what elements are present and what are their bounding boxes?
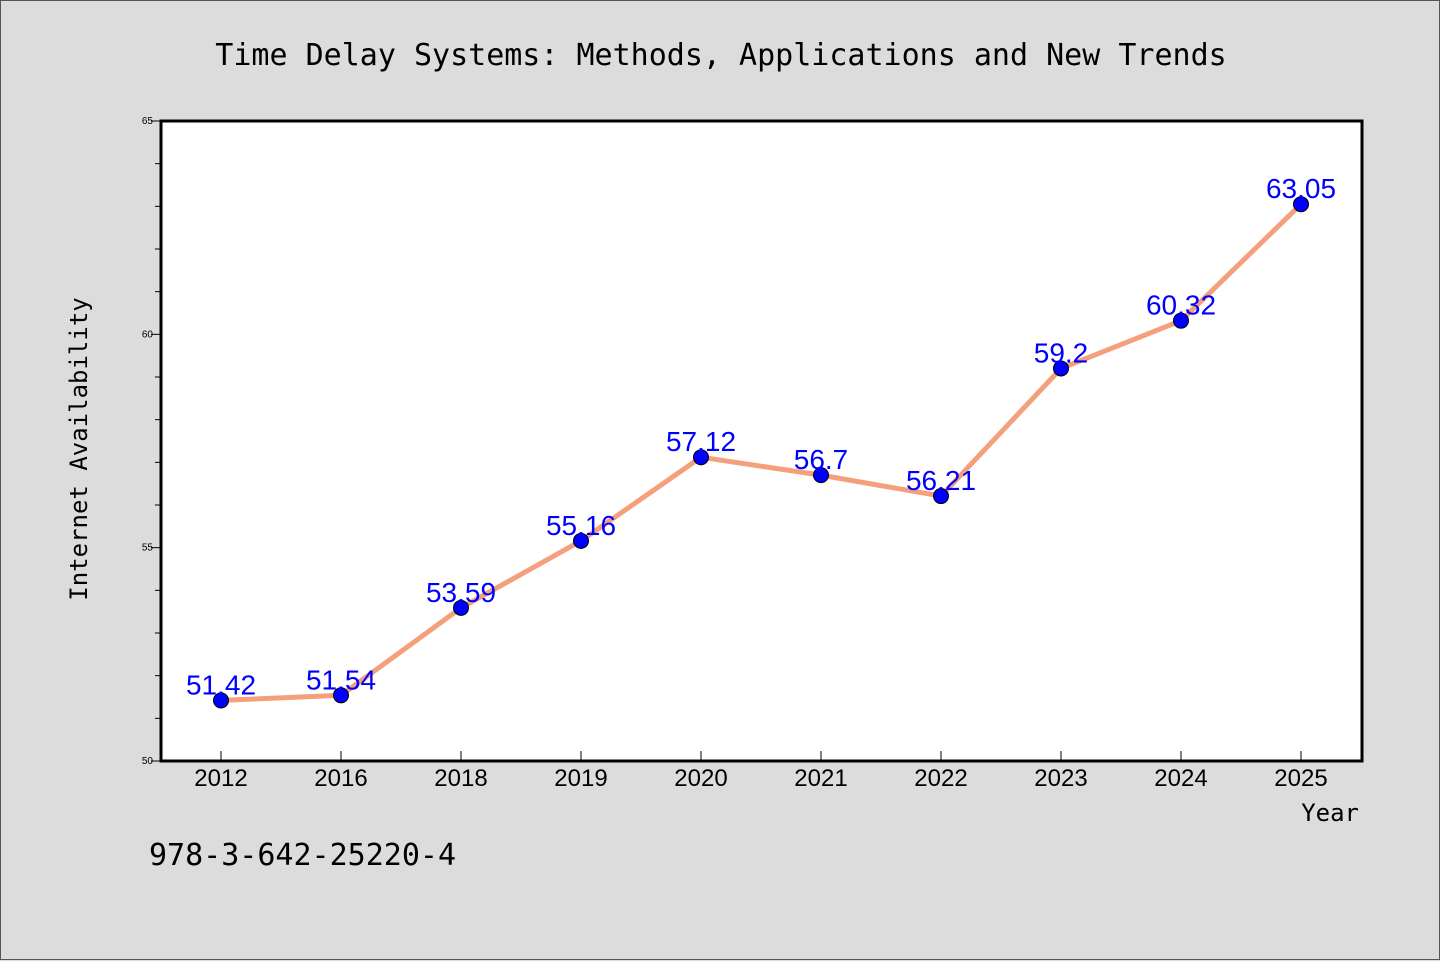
data-label: 59.2 xyxy=(1034,337,1089,368)
data-markers xyxy=(213,196,1309,709)
x-tick-label: 2023 xyxy=(1034,765,1087,792)
y-tick-label: 50 xyxy=(142,756,154,767)
x-tick-label: 2019 xyxy=(554,765,607,792)
data-label: 57.12 xyxy=(666,426,736,457)
x-tick-label: 2018 xyxy=(434,765,487,792)
data-label: 56.7 xyxy=(794,444,849,475)
data-point xyxy=(453,599,469,616)
x-tick-label: 2022 xyxy=(914,765,967,792)
y-tick-label: 55 xyxy=(142,543,154,554)
series-line xyxy=(218,201,1304,703)
data-label: 63.05 xyxy=(1266,173,1336,204)
y-tick-label: 65 xyxy=(142,116,154,127)
data-label: 60.32 xyxy=(1146,290,1216,321)
x-tick-label: 2024 xyxy=(1154,765,1207,792)
data-point xyxy=(933,488,949,505)
chart-title: Time Delay Systems: Methods, Application… xyxy=(215,38,1226,73)
data-labels: 51.42 51.54 53.59 55.16 57.12 56.7 56.21 59.2 60… xyxy=(186,173,1336,700)
data-label: 51.54 xyxy=(306,664,376,695)
y-axis-label: Internet Availability xyxy=(65,297,93,600)
y-axis: 50 55 60 65 xyxy=(142,116,161,767)
isbn-text: 978-3-642-25220-4 xyxy=(149,838,456,873)
x-tick-label: 2021 xyxy=(794,765,847,792)
x-tick-label: 2016 xyxy=(314,765,367,792)
data-point xyxy=(1293,196,1309,213)
data-point xyxy=(573,532,589,549)
plot-area xyxy=(159,119,1364,763)
data-label: 56.21 xyxy=(906,465,976,496)
y-tick-label: 60 xyxy=(142,329,154,340)
data-point xyxy=(813,467,829,484)
x-tick-label: 2025 xyxy=(1274,765,1327,792)
x-tick-label: 2012 xyxy=(194,765,247,792)
x-axis: 2012 2016 2018 2019 2020 2021 2022 2023 2024 2025 xyxy=(194,751,1328,792)
data-point xyxy=(1173,312,1189,329)
data-point xyxy=(693,449,709,466)
data-point xyxy=(1053,360,1069,377)
data-label: 53.59 xyxy=(426,577,496,608)
x-tick-label: 2020 xyxy=(674,765,727,792)
data-label: 55.16 xyxy=(546,510,616,541)
data-point xyxy=(333,687,349,704)
data-point xyxy=(213,692,229,709)
x-axis-label: Year xyxy=(1301,799,1359,827)
data-label: 51.42 xyxy=(186,669,256,700)
